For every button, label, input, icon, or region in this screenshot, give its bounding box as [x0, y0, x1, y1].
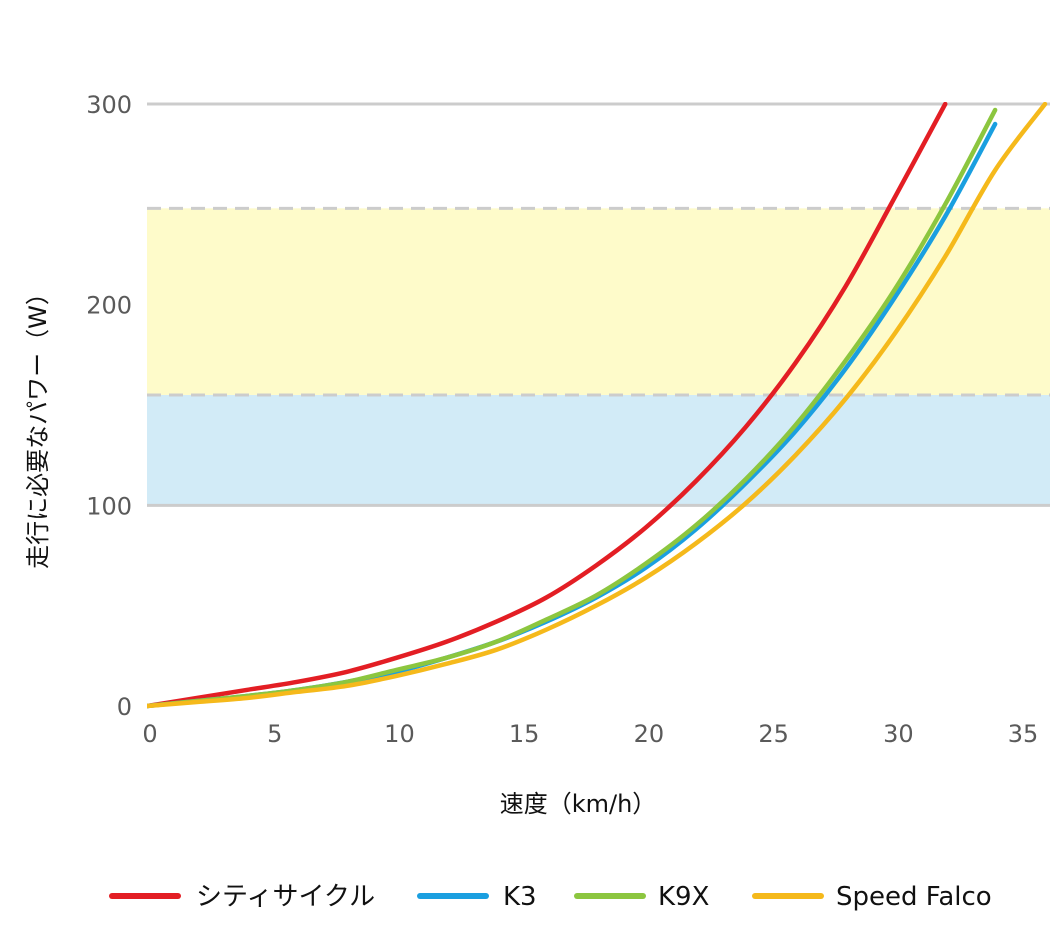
y-tick-label: 0: [117, 693, 132, 721]
x-tick-label: 5: [267, 720, 282, 748]
series-lines: [147, 102, 1048, 709]
legend-label-1: K3: [503, 882, 537, 912]
x-tick-label: 10: [384, 720, 415, 748]
y-tick-label: 300: [86, 91, 132, 119]
x-tick-label: 35: [1008, 720, 1039, 748]
y-tick-label: 100: [86, 492, 132, 520]
gridlines: [147, 102, 1050, 507]
power-bands: [147, 208, 1050, 506]
legend-label-0: シティサイクル: [196, 882, 375, 912]
series-line-3: [147, 102, 1048, 709]
x-tick-labels: 0 5 10 15 20 25 30 35: [142, 720, 1038, 748]
legend: シティサイクル K3 K9X Speed Falco: [109, 882, 992, 912]
x-axis-label: 速度（km/h）: [500, 790, 657, 818]
y-tick-label: 200: [86, 292, 132, 320]
x-tick-label: 25: [758, 720, 789, 748]
x-tick-label: 30: [883, 720, 914, 748]
legend-label-2: K9X: [658, 882, 709, 912]
x-tick-label: 20: [634, 720, 665, 748]
y-tick-labels: 0 100 200 300: [86, 91, 132, 721]
power-band-0: [147, 394, 1050, 506]
power-band-1: [147, 208, 1050, 395]
y-axis-label: 走行に必要なパワー（W）: [24, 281, 52, 569]
x-tick-label: 15: [509, 720, 540, 748]
legend-label-3: Speed Falco: [836, 882, 992, 912]
series-line-0: [147, 102, 948, 709]
x-tick-label: 0: [142, 720, 157, 748]
